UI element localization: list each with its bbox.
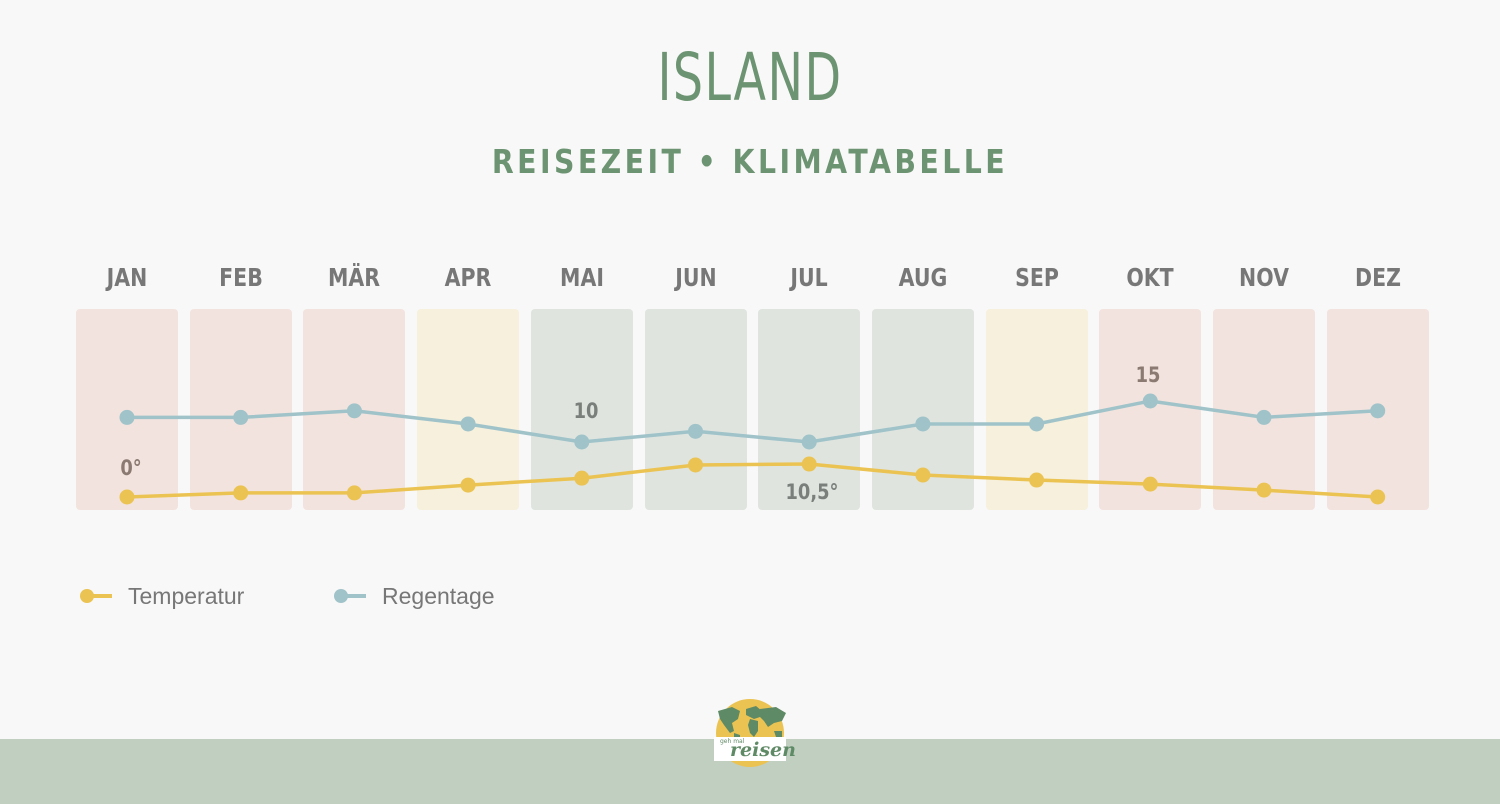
month-label: AUG [898, 263, 948, 292]
month-label: JAN [106, 263, 148, 292]
rain-legend-icon [334, 589, 366, 603]
rain-point [1256, 409, 1272, 425]
month-label: APR [444, 263, 492, 292]
month-label: DEZ [1354, 263, 1401, 292]
temp-min-label: 0° [120, 456, 142, 480]
month-rating-bar [417, 309, 520, 510]
temperature-point [1370, 489, 1386, 505]
rain-point [1142, 393, 1158, 409]
rain-max-label: 15 [1135, 363, 1161, 387]
month-rating-bar [644, 309, 747, 510]
temperature-point [1029, 472, 1045, 488]
temperature-point [688, 457, 703, 473]
temperature-point [915, 467, 931, 483]
temperature-legend-icon [80, 589, 112, 603]
rain-point [1029, 416, 1045, 432]
temp-max-label: 10,5° [785, 480, 839, 504]
month-label: FEB [218, 263, 263, 292]
rain-line [127, 399, 1378, 444]
month-label: MÄR [328, 263, 381, 292]
month-rating-bar [189, 309, 292, 510]
month-label: NOV [1239, 263, 1289, 292]
temperature-line [126, 462, 1378, 499]
legend-rain: Regentage [332, 580, 495, 612]
temperature-point [119, 489, 135, 505]
rain-point [574, 434, 590, 450]
legend-rain-label: Regentage [382, 582, 495, 609]
legend-temperature-label: Temperatur [128, 582, 245, 609]
month-rating-bar [758, 309, 861, 510]
temperature-point [801, 456, 817, 472]
legend-temperature: Temperatur [78, 580, 244, 612]
month-label: OKT [1126, 263, 1174, 292]
rain-point [119, 409, 135, 425]
rain-point [460, 416, 476, 432]
temperature-point [460, 477, 476, 493]
rain-point [1370, 403, 1386, 419]
month-label: JUN [674, 263, 717, 292]
month-label: SEP [1014, 263, 1059, 292]
page-subtitle: REISEZEIT • KLIMATABELLE [491, 142, 1009, 181]
temperature-point [233, 485, 249, 501]
month-label: MAI [559, 263, 604, 292]
rain-min-label: 10 [573, 399, 599, 423]
rain-point [801, 434, 817, 450]
brand-logo[interactable]: geh mal reisen [710, 697, 796, 767]
page-title: ISLAND [657, 39, 843, 116]
rain-point [915, 416, 931, 432]
temperature-point [346, 485, 362, 501]
month-label: JUL [790, 263, 828, 292]
logo-wordmark: geh mal reisen [714, 737, 796, 761]
rain-point [233, 409, 249, 425]
temperature-point [1142, 476, 1158, 492]
rain-point [346, 403, 362, 419]
temperature-point [574, 470, 590, 486]
temperature-point [1256, 482, 1272, 498]
month-rating-bar [76, 309, 178, 510]
logo-small-text: geh mal [720, 738, 745, 745]
logo-main-text: reisen [730, 739, 796, 761]
rain-point [688, 423, 703, 439]
month-rating-bar [1213, 309, 1315, 510]
